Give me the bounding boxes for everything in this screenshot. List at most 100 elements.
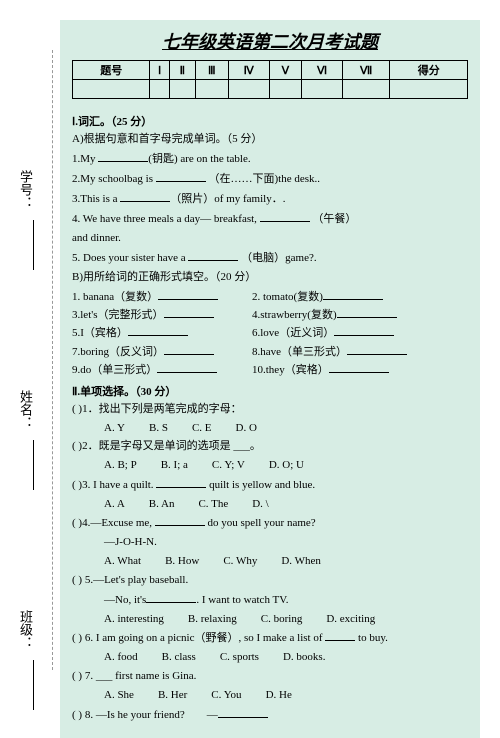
q-text: . I want to watch TV. — [196, 594, 288, 606]
binding-column: 学号： 姓名： 班级： — [8, 50, 53, 670]
q-text: —No, it's — [104, 594, 146, 606]
fill-row: 7.boring（反义词）8.have（单三形式） — [72, 343, 468, 361]
question-row: ( ) 5.—Let's play baseball. — [72, 572, 468, 589]
blank — [164, 343, 214, 355]
choice: A. What — [104, 553, 141, 570]
blank — [164, 306, 214, 318]
q-text: （午餐） — [310, 213, 357, 225]
choice: A. B; P — [104, 457, 137, 474]
blank — [98, 150, 148, 162]
question-row: ( )2．既是字母又是单词的选项是 ___。 — [72, 438, 468, 455]
blank — [337, 306, 397, 318]
q-text: ( )3. I have a quilt. — [72, 479, 156, 491]
choice: D. exciting — [326, 611, 375, 628]
col-header: Ⅵ — [302, 61, 343, 80]
choice: D. \ — [252, 496, 269, 513]
question-row: ( ) 8. —Is he your friend? — — [72, 706, 468, 724]
blank — [157, 361, 217, 373]
question-row: 3.This is a （照片）of my family．. — [72, 190, 468, 208]
blank — [325, 629, 355, 641]
choice-row: A. interestingB. relaxingC. boringD. exc… — [104, 611, 468, 628]
choice: A. She — [104, 687, 134, 704]
choice: C. The — [198, 496, 228, 513]
choice: A. food — [104, 649, 138, 666]
side-label-name: 姓名： — [16, 390, 35, 429]
choice: B. class — [162, 649, 196, 666]
choice: B. Her — [158, 687, 187, 704]
score-table: 题号 Ⅰ Ⅱ Ⅲ Ⅳ Ⅴ Ⅵ Ⅶ 得分 — [72, 60, 468, 99]
question-sub: —No, it's . I want to watch TV. — [104, 591, 468, 609]
fill-row: 3.let's（完整形式） 4.strawberry(复数) — [72, 306, 468, 324]
choice: C. Y; V — [212, 457, 245, 474]
q-text: ( ) 6. I am going on a picnic（野餐）, so I … — [72, 632, 325, 644]
side-line — [33, 220, 34, 270]
blank — [146, 591, 196, 603]
choice: A. interesting — [104, 611, 164, 628]
choice: D. When — [281, 553, 321, 570]
choice: B. How — [165, 553, 199, 570]
question-row: 5. Does your sister have a （电脑）game?. — [72, 249, 468, 267]
choice: A. Y — [104, 420, 125, 437]
q-text: (钥匙) are on the table. — [148, 153, 250, 165]
section-1b-head: B)用所给词的正确形式填空。（20 分） — [72, 269, 468, 286]
q-text: do you spell your name? — [205, 517, 316, 529]
q-text: 4.strawberry(复数) — [252, 309, 337, 321]
blank — [128, 324, 188, 336]
section-1a-head: A)根据句意和首字母完成单词。（5 分） — [72, 131, 468, 148]
col-header: 题号 — [73, 61, 150, 80]
choice: B. relaxing — [188, 611, 237, 628]
question-row: 4. We have three meals a day— breakfast,… — [72, 210, 468, 228]
fill-row: 1. banana（复数） 2. tomato(复数) — [72, 288, 468, 306]
choice: C. sports — [220, 649, 259, 666]
blank — [260, 210, 310, 222]
blank — [188, 249, 238, 261]
question-row: ( )3. I have a quilt. quilt is yellow an… — [72, 476, 468, 494]
q-text: 3.let's（完整形式） — [72, 309, 164, 321]
question-row: ( ) 7. ___ first name is Gina. — [72, 668, 468, 685]
choice-row: A. What B. How C. Why D. When — [104, 553, 468, 570]
side-line — [33, 660, 34, 710]
col-header: Ⅶ — [342, 61, 390, 80]
q-text: 7.boring（反义词） — [72, 346, 164, 358]
choice: B. An — [149, 496, 175, 513]
col-header: Ⅴ — [269, 61, 302, 80]
q-text: （在……下面)the desk.. — [206, 173, 320, 185]
choice: A. A — [104, 496, 125, 513]
q-text: 1. banana（复数） — [72, 291, 158, 303]
q-text: 3.This is a — [72, 193, 120, 205]
q-text: （电脑）game?. — [238, 252, 316, 264]
choice: D. O — [236, 420, 257, 437]
question-row: ( ) 6. I am going on a picnic（野餐）, so I … — [72, 629, 468, 647]
col-header: Ⅰ — [150, 61, 169, 80]
choice-row: A. foodB. classC. sportsD. books. — [104, 649, 468, 666]
question-row: 2.My schoolbag is （在……下面)the desk.. — [72, 170, 468, 188]
q-text: — — [207, 709, 218, 721]
q-text: 2. tomato(复数) — [252, 291, 323, 303]
choice: D. O; U — [269, 457, 304, 474]
q-text: ( ) 8. —Is he your friend? — [72, 709, 185, 721]
blank — [329, 361, 389, 373]
choice: C. Why — [223, 553, 257, 570]
blank — [218, 706, 268, 718]
side-label-student-id: 学号： — [16, 170, 35, 209]
q-text: 5. Does your sister have a — [72, 252, 188, 264]
fill-row: 5.I（宾格）6.love（近义词） — [72, 324, 468, 342]
blank — [156, 170, 206, 182]
q-text: 4. We have three meals a day— breakfast, — [72, 213, 260, 225]
choice: C. You — [211, 687, 241, 704]
table-row — [73, 80, 468, 99]
choice-row: A. B; PB. I; aC. Y; VD. O; U — [104, 457, 468, 474]
q-text: to buy. — [355, 632, 388, 644]
section-2-head: Ⅱ.单项选择。（30 分） — [72, 383, 468, 399]
exam-page: 七年级英语第二次月考试题 题号 Ⅰ Ⅱ Ⅲ Ⅳ Ⅴ Ⅵ Ⅶ 得分 Ⅰ.词汇。（2… — [60, 20, 480, 738]
q-text: 2.My schoolbag is — [72, 173, 156, 185]
question-row: ( )4.—Excuse me, do you spell your name? — [72, 514, 468, 532]
choice: B. S — [149, 420, 168, 437]
blank — [156, 476, 206, 488]
col-header: 得分 — [390, 61, 468, 80]
choice-row: A. SheB. HerC. YouD. He — [104, 687, 468, 704]
blank — [158, 288, 218, 300]
q-text: quilt is yellow and blue. — [206, 479, 315, 491]
q-text: 5.I（宾格） — [72, 327, 128, 339]
q-text: 1.My — [72, 153, 98, 165]
